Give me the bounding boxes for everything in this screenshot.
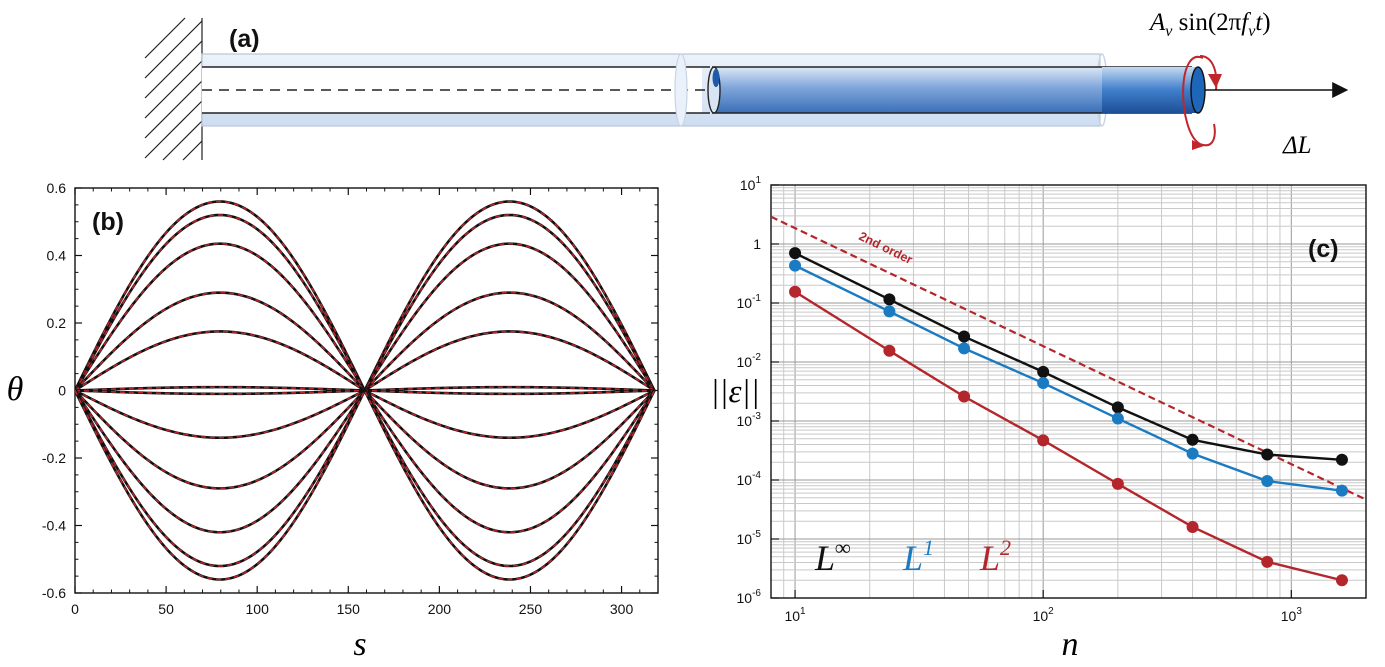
series-point [958,330,971,343]
series-line [794,264,1343,492]
theta-curve-reference [75,330,655,392]
y-tick-label: 10-1 [737,293,762,311]
panel-c-grid [771,185,1366,598]
panel-a-label: (a) [229,25,260,53]
theta-curve [75,388,656,534]
panel-c-series [789,247,1348,587]
legend-entry: L2 [979,535,1011,578]
y-tick-label: 10-6 [737,588,762,606]
panel-b: (b) 0 50 100 150 200 250 300 0.6 0.4 0.2 0 -0.2 -0.4… [7,180,659,663]
wall-hatching [144,17,203,161]
x-tick-label: 150 [337,601,361,617]
panel-c: 101 102 103 101 1 10-1 10-2 10-3 10-4 10-5 10-6 (c… [710,175,1367,663]
panel-c-ylabel: ||ε|| [710,374,759,410]
legend-entry: L1 [902,535,934,578]
series-point [1261,448,1274,461]
panel-b-label: (b) [92,208,124,236]
panel-c-ticks: 101 102 103 101 1 10-1 10-2 10-3 10-4 10-5 10-6 [737,175,1303,624]
series-point [1111,412,1124,425]
panel-b-xlabel: s [353,626,366,663]
y-tick-label: -0.4 [42,518,66,534]
y-tick-label: 0 [58,383,66,399]
series-point [1186,447,1199,460]
series-point [1261,475,1274,488]
theta-curve-reference [75,388,656,567]
theta-curve-reference [75,214,656,393]
x-tick-label: 200 [428,601,452,617]
rotation-arrow [1182,55,1216,147]
series-point [1111,477,1124,490]
y-tick-label: 0.2 [47,315,67,331]
series-point [1335,574,1348,587]
panel-c-label: (c) [1308,235,1339,263]
theta-curve [75,387,656,568]
tube-end [1190,66,1206,114]
y-tick-label: 10-2 [737,352,762,370]
theta-curve-reference [75,389,655,439]
series-point [1111,401,1124,414]
theta-curve-reference [75,242,656,393]
series-point [883,293,896,306]
panel-b-ylabel: θ [7,371,24,408]
theta-curve [75,242,656,393]
series-point [789,247,802,260]
series-point [1037,377,1050,390]
legend-entry: L∞ [814,535,851,578]
theta-curve-reference [75,291,655,392]
theta-curve-reference [75,200,656,393]
y-tick-label: 1 [753,236,761,252]
reference-line [771,215,1366,501]
series-point [958,342,971,355]
series-point [1037,434,1050,447]
y-tick-label: 10-5 [737,529,762,547]
panel-a: (a) Av sin(2πfvt) ΔL [144,9,1349,161]
series-point [883,305,896,318]
x-tick-label: 102 [1033,606,1055,624]
y-tick-label: -0.2 [42,450,66,466]
panel-b-curves [75,200,656,581]
x-tick-label: 103 [1281,606,1303,624]
x-tick-label: 0 [71,601,79,617]
y-tick-label: 10-3 [737,411,762,429]
x-tick-label: 50 [158,601,174,617]
theta-curve-reference [75,389,656,534]
series-line [794,252,1343,461]
extension-label: ΔL [1282,132,1312,159]
x-tick-label: 100 [246,601,270,617]
series-point [1186,433,1199,446]
series-point [1335,484,1348,497]
x-tick-label: 300 [610,601,634,617]
series-point [1186,520,1199,533]
theta-curve [75,387,656,581]
panel-c-reference [771,215,1366,501]
y-tick-label: 10-4 [737,470,762,488]
theta-curve [75,200,656,394]
series-point [1037,365,1050,378]
x-tick-label: 250 [519,601,543,617]
y-tick-label: -0.6 [42,585,66,601]
y-tick-label: 0.6 [47,180,67,196]
x-tick-label: 101 [784,606,806,624]
panel-c-legend: L∞ L1 L2 [814,535,1011,578]
y-tick-label: 0.4 [47,248,67,264]
series-point [789,259,802,272]
series-point [1261,555,1274,568]
panel-c-xlabel: n [1062,626,1079,663]
series-point [958,390,971,403]
series-point [789,285,802,298]
theta-curve [75,213,656,394]
series-point [1335,453,1348,466]
series-point [883,344,896,357]
panel-b-ticks: 0 50 100 150 200 250 300 0.6 0.4 0.2 0 -0.2 -0.4 -0.6 [42,180,658,617]
theta-curve [75,330,656,393]
series-line [794,290,1343,582]
theta-curve-reference [75,389,655,490]
forcing-label: Av sin(2πfvt) [1148,9,1271,40]
theta-curve [75,388,656,490]
theta-curve-reference [75,388,656,581]
theta-curve [75,389,655,440]
panel-c-frame [770,184,1367,599]
y-tick-label: 101 [740,175,762,193]
